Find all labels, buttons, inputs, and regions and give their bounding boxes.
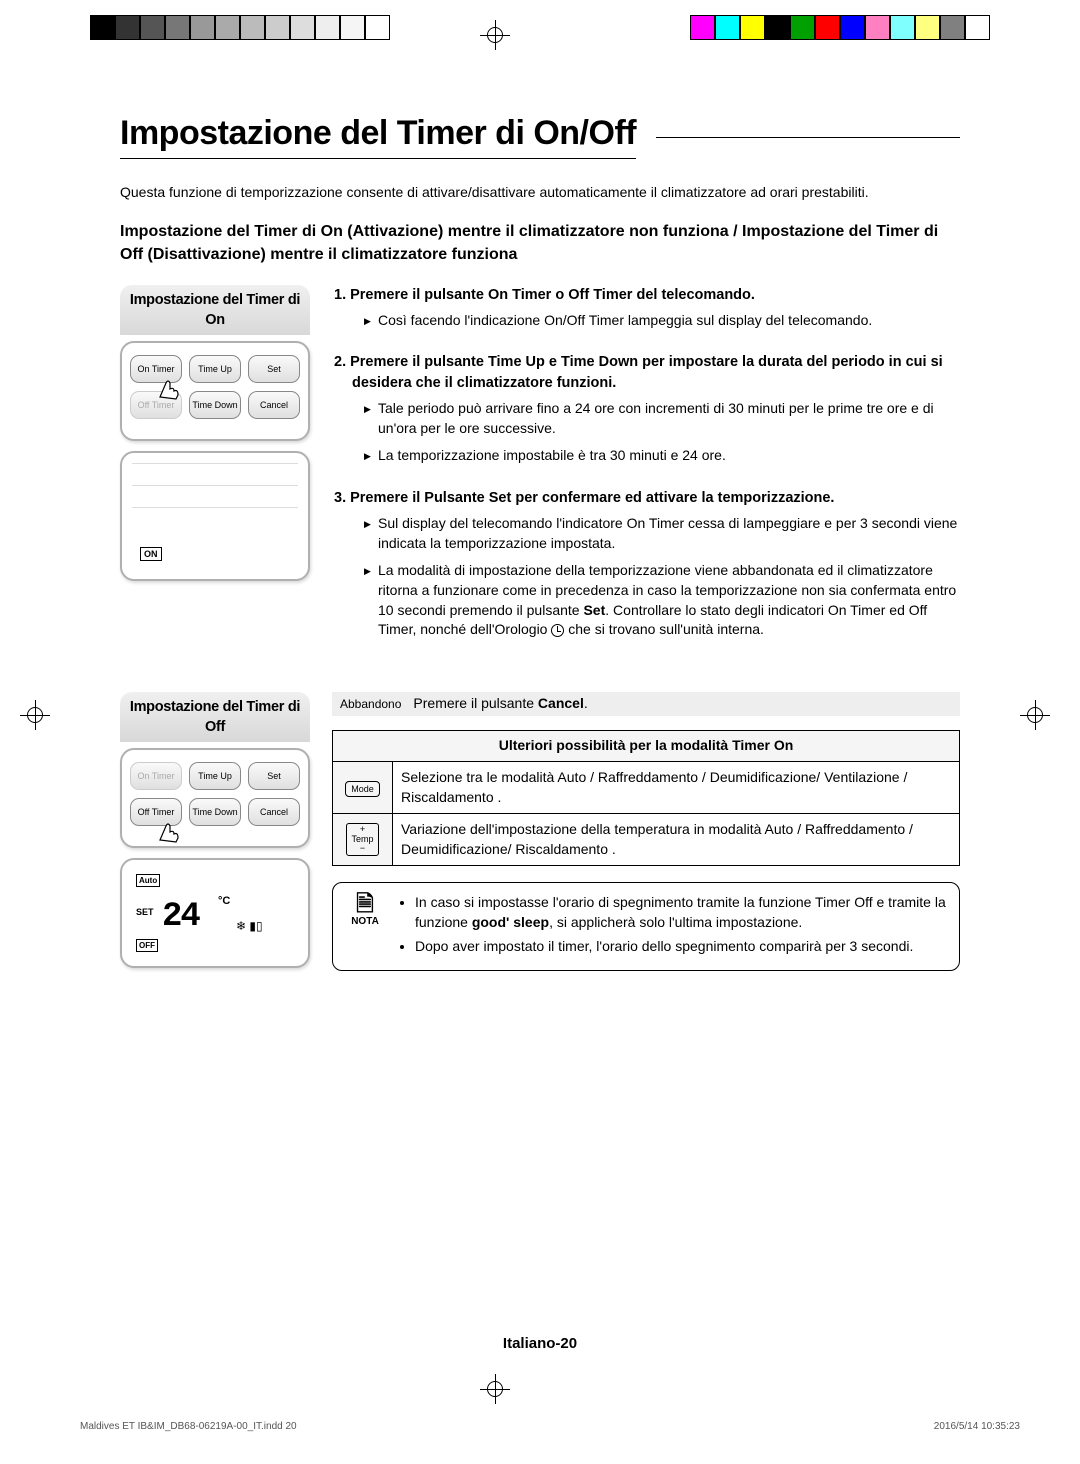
temp-icon-cell: + Temp − — [333, 814, 393, 866]
step3-bullet2: La modalità di impostazione della tempor… — [364, 561, 960, 639]
subtitle: Impostazione del Timer di On (Attivazion… — [120, 220, 960, 266]
footer-timestamp: 2016/5/14 10:35:23 — [934, 1420, 1020, 1434]
step-1: 1. Premere il pulsante On Timer o Off Ti… — [332, 285, 960, 331]
step-3: 3. Premere il Pulsante Set per confermar… — [332, 488, 960, 640]
lcd-icons: ❄ ▮▯ — [236, 918, 263, 935]
registration-mark-top — [480, 20, 510, 50]
clock-icon — [551, 624, 564, 637]
abbandono-label: Abbandono — [332, 692, 409, 717]
nota-box: 🗎 NOTA In caso si impostasse l'orario di… — [332, 882, 960, 971]
off-timer-section: Impostazione del Timer di Off On Timer T… — [120, 692, 960, 972]
temp-display: 24 — [162, 894, 199, 942]
nota-bullet2: Dopo aver impostato il timer, l'orario d… — [415, 937, 947, 957]
set-text: SET — [136, 906, 154, 919]
registration-mark-right — [1020, 700, 1050, 730]
lcd-on: ON — [120, 451, 310, 581]
intro-text: Questa funzione di temporizzazione conse… — [120, 183, 960, 203]
nota-label: NOTA — [345, 915, 385, 929]
temp-unit: °C — [218, 894, 230, 909]
mode-desc: Selezione tra le modalità Auto / Raffred… — [393, 762, 960, 814]
note-icon: 🗎 — [345, 893, 385, 915]
options-header: Ulteriori possibilità per la modalità Ti… — [333, 731, 960, 762]
cancel-button: Cancel — [248, 391, 300, 419]
off-section-label: Impostazione del Timer di Off — [120, 692, 310, 743]
time-up-button: Time Up — [189, 355, 241, 383]
abbandono-row: Abbandono Premere il pulsante Cancel. — [332, 692, 960, 717]
remote-off: On Timer Time Up Set Off Timer Time Down… — [120, 748, 310, 848]
off-indicator: OFF — [136, 939, 158, 952]
step2-bullet2: La temporizzazione impostabile è tra 30 … — [364, 446, 960, 466]
on-timer-button-2: On Timer — [130, 762, 182, 790]
on-indicator: ON — [140, 547, 162, 562]
step3-bullet1: Sul display del telecomando l'indicatore… — [364, 514, 960, 553]
lcd-off: Auto SET 24 °C ❄ ▮▯ OFF — [120, 858, 310, 968]
mode-icon-cell: Mode — [333, 762, 393, 814]
finger-icon-2 — [152, 812, 184, 844]
step1-bullet: Così facendo l'indicazione On/Off Timer … — [364, 311, 960, 331]
calibration-bar-right — [690, 15, 990, 40]
auto-indicator: Auto — [136, 874, 160, 887]
temp-desc: Variazione dell'impostazione della tempe… — [393, 814, 960, 866]
time-down-button-2: Time Down — [189, 798, 241, 826]
step2-bullet1: Tale periodo può arrivare fino a 24 ore … — [364, 399, 960, 438]
registration-mark-left — [20, 700, 50, 730]
finger-icon — [152, 369, 184, 401]
set-button-2: Set — [248, 762, 300, 790]
step-2: 2. Premere il pulsante Time Up e Time Do… — [332, 352, 960, 465]
footer-filename: Maldives ET IB&IM_DB68-06219A-00_IT.indd… — [80, 1420, 297, 1434]
page-number: Italiano-20 — [0, 1333, 1080, 1354]
set-button: Set — [248, 355, 300, 383]
time-down-button: Time Down — [189, 391, 241, 419]
time-up-button-2: Time Up — [189, 762, 241, 790]
nota-bullet1: In caso si impostasse l'orario di spegni… — [415, 893, 947, 932]
page-title: Impostazione del Timer di On/Off — [120, 110, 636, 159]
remote-on: On Timer Time Up Set Off Timer Time Down… — [120, 341, 310, 441]
calibration-bar-left — [90, 15, 390, 40]
options-table: Ulteriori possibilità per la modalità Ti… — [332, 730, 960, 866]
registration-mark-bottom — [480, 1374, 510, 1404]
page-content: Impostazione del Timer di On/Off Questa … — [120, 110, 960, 971]
on-section-label: Impostazione del Timer di On — [120, 285, 310, 336]
on-timer-section: Impostazione del Timer di On On Timer Ti… — [120, 285, 960, 662]
cancel-button-2: Cancel — [248, 798, 300, 826]
